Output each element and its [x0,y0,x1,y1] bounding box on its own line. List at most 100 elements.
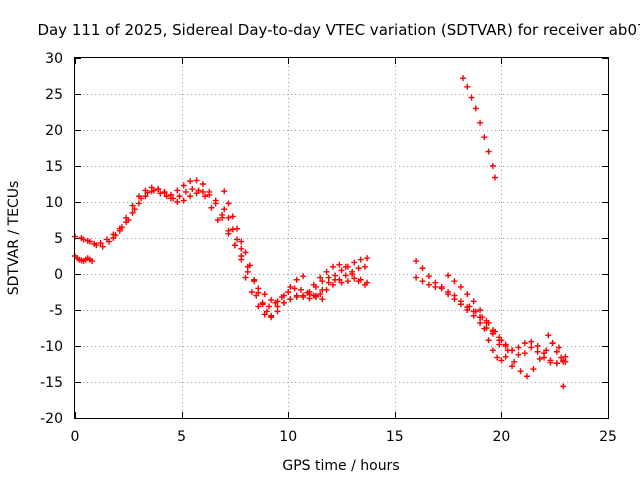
data-point [325,274,332,281]
data-point [238,238,245,245]
data-point [336,261,343,268]
data-point [80,236,87,243]
data-point [280,299,287,306]
data-point [231,242,238,249]
data-point [242,274,249,281]
data-point [248,289,255,295]
series-arc-d-morning [110,186,251,275]
series-outlier [560,383,567,390]
data-point [268,312,275,319]
data-point [419,278,426,285]
data-point [242,249,249,256]
data-point [238,245,245,252]
data-point [332,276,339,283]
data-point [481,325,488,332]
data-point [457,283,464,290]
data-point [225,200,232,207]
data-point [338,279,345,286]
data-point [485,148,492,155]
data-point [129,202,136,209]
data-point [225,214,232,221]
data-point [445,291,452,298]
y-tick-label: -5 [49,303,63,319]
data-point [457,301,464,308]
data-points [72,75,569,390]
data-point [338,267,345,274]
series-arc-e-steep [221,188,275,321]
grid [75,58,608,418]
data-point [268,296,275,303]
data-point [193,190,200,197]
data-point [562,358,569,365]
data-point [521,340,528,347]
data-point [477,319,484,326]
data-point [323,268,330,275]
data-point [425,273,432,280]
data-point [464,307,471,313]
data-point [285,289,292,295]
series-arc-i-dip [255,273,307,305]
series-arc-r-evening [477,314,505,364]
data-point [255,285,262,292]
y-tick-label: 0 [54,267,63,283]
data-point [534,343,541,349]
data-point [106,238,113,245]
data-point [451,278,458,285]
data-point [180,197,187,204]
data-point [274,308,281,315]
data-point [351,259,358,266]
data-point [148,188,155,195]
data-point [464,291,471,298]
data-point [477,119,484,126]
series-arc-f-steep [221,206,245,252]
data-point [202,193,209,200]
data-point [187,178,194,185]
data-point [555,344,562,351]
data-point [511,358,518,365]
data-point [528,338,535,345]
data-point [155,186,162,193]
data-point [530,366,537,373]
data-point [266,303,273,310]
data-point [176,193,183,200]
data-point [470,298,477,305]
data-point [329,263,336,270]
data-point [174,187,181,194]
data-point [344,278,351,285]
data-point [138,195,145,202]
data-point [364,255,371,262]
series-arc-q-evening [466,303,569,380]
data-point [142,193,149,200]
data-point [357,256,364,263]
data-point [361,263,368,270]
data-point [144,189,151,196]
data-point [116,227,123,234]
y-tick-label: -15 [40,375,63,391]
data-point [244,268,251,275]
series-arc-o-evening [413,274,567,367]
y-axis-label: SDTVAR / TECUs [6,181,22,296]
data-point [549,340,556,347]
data-point [425,281,432,288]
data-point [234,236,241,243]
y-tick-label: 20 [45,123,63,139]
x-tick-label: 20 [492,429,510,445]
data-point [489,163,496,169]
data-point [515,351,522,358]
data-point [517,368,524,375]
data-point [221,188,228,195]
data-point [225,227,232,234]
data-point [86,238,93,245]
y-tick-label: 15 [45,159,63,175]
data-point [208,204,215,211]
data-point [523,373,530,380]
data-point [193,177,200,184]
data-point [562,353,569,360]
data-point [287,296,294,303]
data-point [543,347,550,354]
data-point [342,272,349,279]
data-point [261,311,268,318]
x-axis-label: GPS time / hours [282,458,399,474]
series-arc-l-midday [306,274,371,295]
